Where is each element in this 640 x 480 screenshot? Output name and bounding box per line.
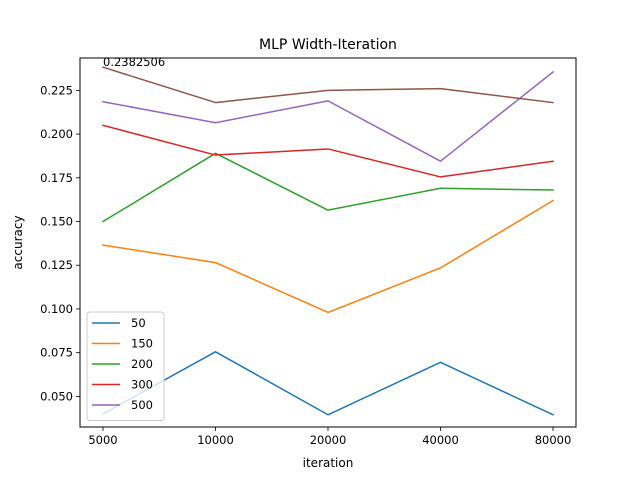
data-annotation: 0.2382506 [103, 55, 165, 69]
series-line-200 [101, 152, 554, 223]
y-tick-label: 0.150 [40, 215, 73, 229]
legend-label-50: 50 [131, 316, 146, 330]
y-tick-label: 0.200 [40, 127, 73, 141]
legend-label-300: 300 [131, 378, 153, 392]
series-line-500 [102, 70, 555, 162]
legend-label-200: 200 [131, 357, 153, 371]
y-tick-label: 0.175 [40, 171, 73, 185]
chart-title: MLP Width-Iteration [259, 37, 397, 53]
y-tick-label: 0.050 [40, 389, 73, 403]
series-line-unlabeled-5 [102, 66, 554, 104]
y-tick-label: 0.125 [40, 258, 73, 272]
series-line-50 [101, 351, 554, 416]
legend-label-150: 150 [131, 337, 153, 351]
x-tick-label: 40000 [422, 433, 459, 447]
x-axis: 5000 10000 20000 40000 80000 [88, 427, 571, 447]
y-tick-label: 0.100 [40, 302, 73, 316]
x-tick-label: 5000 [88, 433, 117, 447]
series-line-150 [102, 199, 555, 314]
y-axis: 0.050 0.075 0.100 0.125 0.150 0.175 0.200 0.225 [40, 83, 80, 403]
y-axis-label: accuracy [11, 215, 25, 269]
legend[interactable]: 50 150 200 300 500 [86, 311, 165, 421]
y-tick-label: 0.075 [40, 346, 73, 360]
plot-area: 0.2382506 [101, 55, 555, 416]
series-line-300 [102, 124, 554, 178]
x-tick-label: 80000 [535, 433, 572, 447]
x-axis-label: iteration [303, 456, 354, 470]
legend-label-500: 500 [131, 398, 153, 412]
x-tick-label: 10000 [197, 433, 234, 447]
y-tick-label: 0.225 [40, 83, 73, 97]
legend-box [86, 311, 165, 421]
x-tick-label: 20000 [310, 433, 347, 447]
